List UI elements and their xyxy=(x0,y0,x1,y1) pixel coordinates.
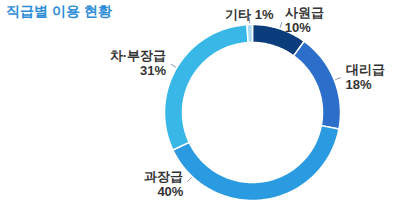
svg-text:대리급18%: 대리급18% xyxy=(346,62,385,92)
html-text:직급별 이용 현황: 직급별 이용 현황 xyxy=(6,3,112,19)
svg-text:기타 1%: 기타 1% xyxy=(225,7,274,22)
svg-text:과장급40%: 과장급40% xyxy=(144,169,183,199)
svg-text:사원급10%: 사원급10% xyxy=(285,5,324,35)
svg-text:차·부장급31%: 차·부장급31% xyxy=(110,48,167,78)
